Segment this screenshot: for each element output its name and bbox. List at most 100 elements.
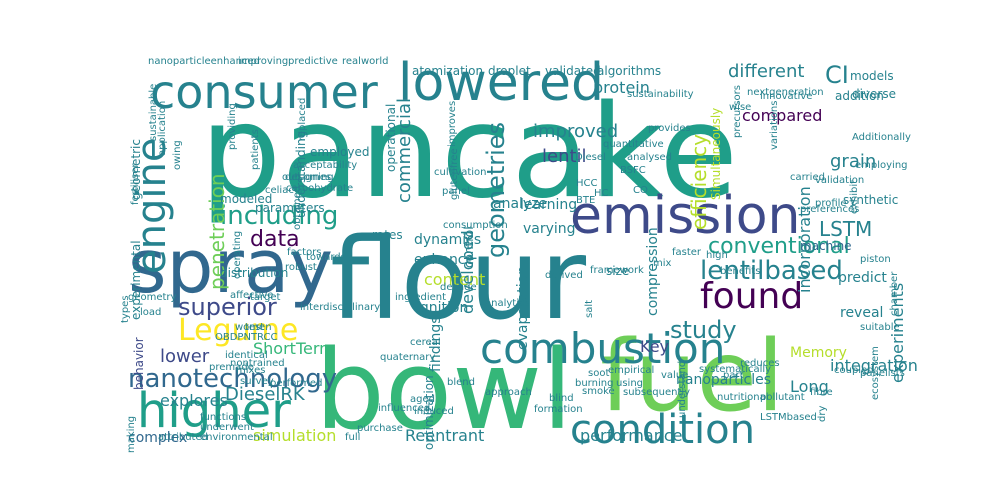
word-algorithms: algorithms — [597, 64, 661, 78]
word-nutritional: nutritional — [717, 392, 769, 403]
word-application: application — [157, 101, 168, 156]
word-shortterm: ShortTerm — [253, 339, 335, 358]
word-robust: robust — [285, 262, 317, 273]
word-bsfc: BSFC — [620, 165, 646, 176]
word-synthetic: synthetic — [843, 193, 898, 207]
word-evaporation: evaporation — [515, 266, 531, 350]
word-aged: aged — [410, 394, 435, 405]
word-benefits: benefits — [720, 266, 760, 277]
word-target: target — [250, 292, 280, 303]
word-including: including — [220, 201, 338, 231]
word-blind: blind — [549, 393, 574, 404]
word-efficiency: efficiency — [687, 134, 711, 230]
word-glutenfree: glutenfree — [449, 148, 460, 200]
word-dry: dry — [817, 406, 828, 422]
word-lentilbased: lentilbased — [700, 256, 843, 286]
word-incorporation: incorporation — [795, 186, 814, 293]
word-consumption: consumption — [443, 220, 508, 231]
word-lstmbased: LSTMbased — [760, 412, 817, 423]
word-experiments: experiments — [888, 283, 907, 383]
word-dynamics: dynamics — [414, 232, 481, 248]
word-cultivation: cultivation — [434, 167, 487, 178]
word-employing: employing — [855, 160, 908, 171]
word-designing: designing — [285, 172, 334, 183]
word-underwent: underwent — [200, 422, 254, 433]
word-parameters: parameters — [255, 201, 325, 215]
word-integration: integration — [830, 356, 918, 375]
word-operating: operating — [232, 231, 243, 279]
word-ingredient: ingredient — [395, 292, 446, 303]
word-lentil: lentil — [542, 146, 587, 167]
word-mix: mix — [653, 258, 672, 269]
word-pancake: pancake — [200, 78, 738, 227]
word-patients: patients — [250, 129, 261, 170]
word-geometries: geometries — [482, 122, 510, 258]
word-spray: spray — [128, 224, 333, 310]
word-fuel: fuel — [600, 320, 784, 434]
word-developed: developed — [458, 230, 477, 314]
word-using: using — [616, 378, 643, 389]
word-nanoparticles: nanoparticles — [676, 372, 771, 388]
word-burning: burning — [575, 378, 613, 389]
word-geometry: geometry — [128, 292, 177, 303]
word-simulation: simulation — [253, 426, 336, 445]
word-systematically: systematically — [699, 364, 771, 375]
word-enhance: enhance — [414, 252, 474, 268]
word-attributed: attributed — [158, 432, 208, 443]
word-value: value — [661, 370, 688, 381]
word-performance: performance — [580, 426, 682, 445]
word-condition: condition — [570, 407, 755, 453]
word-diverse: diverse — [852, 87, 896, 101]
word-reentrant: Reentrant — [405, 426, 484, 445]
word-predict: predict — [838, 270, 887, 286]
word-part: part — [723, 370, 744, 381]
word-obdpntrcc: OBDPNTRCC — [215, 332, 277, 343]
word-smoke: smoke — [582, 386, 615, 397]
word-analyze: analyze — [493, 196, 547, 212]
word-simultaneously: Simultaneously — [709, 108, 723, 200]
word-employed: employed — [310, 145, 369, 159]
word-fibre: fibre — [810, 387, 833, 398]
word-compared: compared — [742, 106, 822, 125]
word-consumer: consumer — [150, 65, 378, 119]
word-machine: machine — [800, 239, 852, 253]
word-additionally: Additionally — [852, 132, 911, 143]
word-subsequently: subsequently — [623, 387, 690, 398]
word-geometric: geometric — [129, 139, 143, 200]
word-load: load — [140, 307, 161, 318]
word-penetration: penetration — [205, 173, 229, 290]
word-understanding: understanding — [294, 131, 308, 218]
word-provides: provides — [648, 123, 691, 134]
word-flour: flour — [330, 215, 587, 345]
word-sustainability: sustainability — [627, 89, 694, 100]
word-lowered: lowered — [398, 53, 604, 113]
word-higher: higher — [137, 383, 291, 439]
word-hc: HC — [594, 188, 609, 199]
word-reduces: reduces — [740, 358, 780, 369]
word-bowl: bowl — [315, 326, 573, 454]
word-piston: piston — [860, 254, 891, 265]
word-key: Key — [640, 337, 669, 356]
word-decade: decade — [440, 282, 477, 293]
word-rates: rates — [372, 228, 403, 242]
word-interdisciplinary: interdisciplinary — [300, 302, 380, 313]
word-commercial: commercial — [394, 98, 415, 203]
word-models: models — [850, 69, 894, 83]
word-suitable: suitable — [860, 322, 900, 333]
word-memory: Memory — [790, 345, 847, 361]
word-pollutant: pollutant — [760, 392, 805, 403]
word-nextgeneration: nextgeneration — [747, 87, 824, 98]
word-improves: improves — [447, 101, 458, 147]
word-empirical: empirical — [608, 365, 654, 376]
word-influenced: influenced — [378, 403, 430, 414]
word-survey: survey — [240, 376, 274, 387]
word-ignition: ignition — [416, 300, 468, 316]
word-approach: approach — [485, 387, 532, 398]
word-emission: emission — [570, 186, 801, 246]
word-exhibit: exhibit — [849, 180, 860, 214]
word-fertiliser: fertiliser — [130, 163, 141, 205]
word-coupled: coupled — [834, 365, 874, 376]
word-bte: BTE — [576, 195, 595, 206]
word-factors: factors — [287, 247, 322, 258]
